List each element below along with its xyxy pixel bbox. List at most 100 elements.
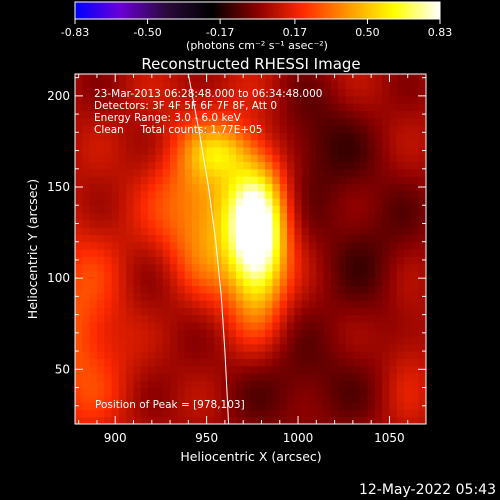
heatmap-cell [294, 241, 303, 250]
heatmap-cell [338, 81, 347, 90]
heatmap-cell [404, 176, 412, 184]
heatmap-cell [316, 307, 325, 316]
heatmap-cell [199, 74, 208, 82]
heatmap-cell [118, 307, 127, 316]
heatmap-cell [389, 380, 398, 389]
heatmap-cell [345, 212, 354, 221]
heatmap-cell [96, 314, 105, 323]
heatmap-cell [133, 234, 142, 243]
heatmap-cell [235, 154, 244, 163]
heatmap-cell [323, 103, 332, 112]
heatmap-cell [352, 329, 361, 338]
heatmap-cell [367, 176, 376, 184]
heatmap-cell [104, 190, 113, 199]
heatmap-cell [338, 351, 347, 359]
heatmap-cell [411, 351, 420, 359]
plot-frame [74, 73, 427, 425]
heatmap-cell [352, 409, 361, 418]
heatmap-cell [192, 103, 200, 112]
heatmap-cell [411, 132, 420, 141]
heatmap-cell [213, 358, 222, 367]
heatmap-cell [89, 321, 98, 330]
heatmap-cell [294, 117, 303, 126]
heatmap-cell [89, 183, 98, 192]
heatmap-cell [360, 402, 369, 411]
heatmap-cell [170, 270, 178, 279]
heatmap-cell [96, 416, 105, 424]
info-line-time: 23-Mar-2013 06:28:48.000 to 06:34:48.000 [94, 88, 322, 100]
heatmap-cell [75, 307, 83, 316]
heatmap-cell [155, 351, 164, 359]
heatmap-cell [287, 234, 295, 243]
heatmap-cell [257, 372, 266, 381]
heatmap-cell [272, 292, 281, 301]
heatmap-cell [360, 358, 369, 367]
heatmap-cell [221, 234, 230, 243]
heatmap-cell [316, 219, 325, 228]
heatmap-cell [243, 263, 252, 272]
heatmap-cell [265, 416, 274, 424]
heatmap-cell [89, 110, 98, 119]
heatmap-cell [279, 372, 288, 381]
heatmap-cell [140, 183, 149, 192]
heatmap-cell [396, 117, 405, 126]
heatmap-cell [257, 219, 266, 228]
heatmap-cell [206, 176, 215, 184]
heatmap-cell [140, 117, 149, 126]
heatmap-cell [140, 409, 149, 418]
heatmap-cell [257, 270, 266, 279]
heatmap-cell [287, 402, 295, 411]
heatmap-cell [345, 146, 354, 155]
heatmap-cell [155, 205, 164, 214]
heatmap-cell [265, 110, 274, 119]
heatmap-cell [294, 161, 303, 170]
heatmap-cell [287, 343, 295, 352]
heatmap-cell [192, 197, 200, 206]
heatmap-cell [265, 241, 274, 250]
heatmap-cell [177, 205, 186, 214]
heatmap-cell [352, 307, 361, 316]
heatmap-cell [126, 132, 135, 141]
heatmap-cell [199, 139, 208, 148]
heatmap-cell [272, 176, 281, 184]
heatmap-cell [287, 74, 295, 82]
heatmap-cell [162, 343, 171, 352]
heatmap-cell [250, 278, 259, 287]
heatmap-cell [133, 81, 142, 90]
heatmap-cell [228, 358, 237, 367]
heatmap-cell [418, 300, 426, 308]
heatmap-cell [148, 329, 157, 338]
heatmap-cell [206, 314, 215, 323]
heatmap-cell [389, 300, 398, 308]
heatmap-cell [155, 358, 164, 367]
heatmap-cell [126, 351, 135, 359]
heatmap-cell [382, 88, 391, 97]
heatmap-cell [287, 168, 295, 177]
heatmap-cell [257, 402, 266, 411]
heatmap-cell [330, 256, 339, 265]
heatmap-cell [323, 234, 332, 243]
heatmap-cell [221, 110, 230, 119]
heatmap-cell [382, 416, 391, 424]
heatmap-cell [82, 176, 91, 184]
heatmap-cell [352, 81, 361, 90]
heatmap-cell [133, 176, 142, 184]
heatmap-cell [257, 110, 266, 119]
heatmap-cell [177, 394, 186, 403]
heatmap-cell [330, 103, 339, 112]
heatmap-cell [126, 336, 135, 345]
heatmap-cell [221, 343, 230, 352]
heatmap-cell [257, 81, 266, 90]
heatmap-cell [257, 205, 266, 214]
heatmap-cell [352, 197, 361, 206]
heatmap-cell [279, 249, 288, 257]
heatmap-cell [411, 161, 420, 170]
heatmap-cell [155, 125, 164, 133]
heatmap-cell [89, 314, 98, 323]
heatmap-cell [133, 270, 142, 279]
info-line-counts: Clean Total counts: 1.77E+05 [94, 124, 263, 136]
heatmap-cell [148, 227, 157, 236]
heatmap-cell [213, 394, 222, 403]
heatmap-cell [133, 336, 142, 345]
heatmap-cell [228, 256, 237, 265]
